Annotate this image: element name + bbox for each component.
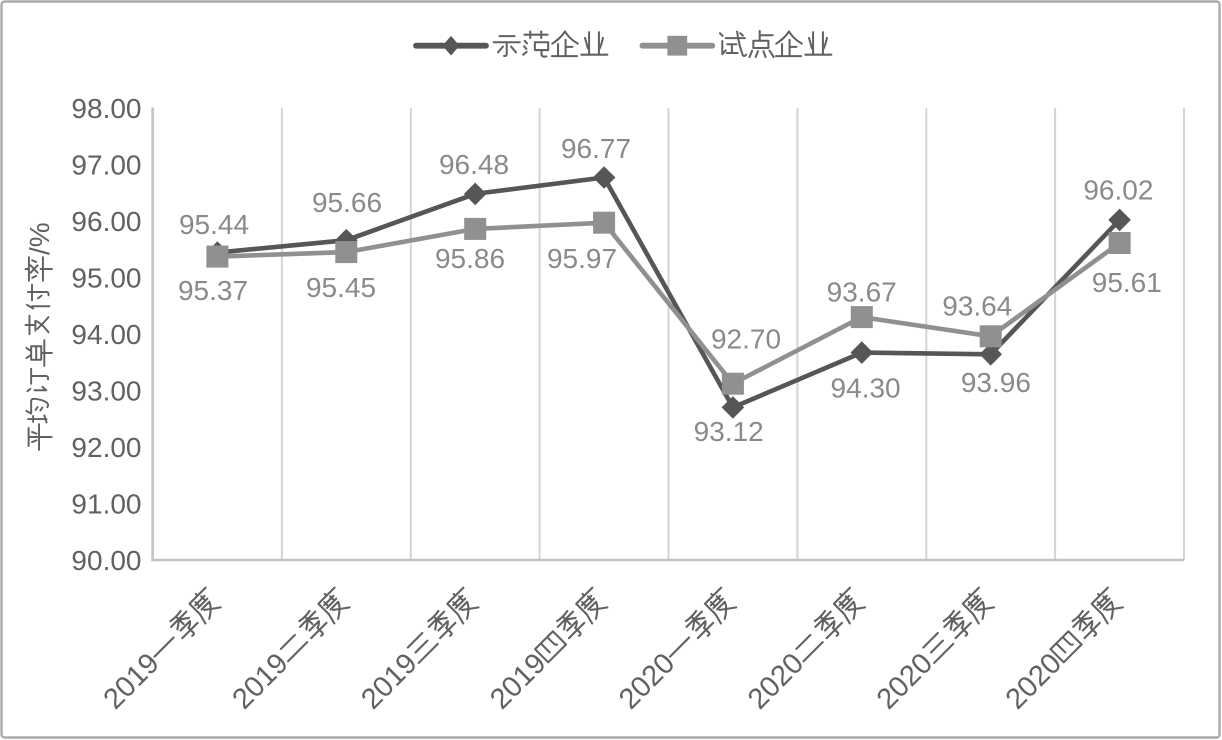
- svg-text:93.12: 93.12: [694, 416, 764, 447]
- svg-text:93.96: 93.96: [961, 367, 1031, 398]
- svg-text:95.86: 95.86: [435, 243, 505, 274]
- svg-text:96.00: 96.00: [71, 206, 141, 237]
- svg-text:95.44: 95.44: [179, 209, 249, 240]
- svg-text:93.00: 93.00: [71, 376, 141, 407]
- svg-text:92.00: 92.00: [71, 432, 141, 463]
- svg-text:94.30: 94.30: [831, 373, 901, 404]
- svg-text:95.61: 95.61: [1092, 267, 1162, 298]
- svg-text:95.66: 95.66: [312, 187, 382, 218]
- svg-text:95.97: 95.97: [547, 243, 617, 274]
- svg-text:96.48: 96.48: [439, 149, 509, 180]
- svg-text:98.00: 98.00: [71, 93, 141, 124]
- svg-text:96.02: 96.02: [1083, 175, 1153, 206]
- svg-text:93.64: 93.64: [942, 290, 1012, 321]
- svg-text:91.00: 91.00: [71, 489, 141, 520]
- svg-text:90.00: 90.00: [71, 545, 141, 576]
- svg-text:95.00: 95.00: [71, 263, 141, 294]
- svg-text:92.70: 92.70: [711, 324, 781, 355]
- svg-text:97.00: 97.00: [71, 150, 141, 181]
- svg-text:94.00: 94.00: [71, 319, 141, 350]
- svg-text:95.45: 95.45: [306, 272, 376, 303]
- svg-text:96.77: 96.77: [561, 133, 631, 164]
- svg-text:95.37: 95.37: [178, 275, 248, 306]
- svg-text:93.67: 93.67: [827, 277, 897, 308]
- svg-text:/%: /%: [24, 222, 55, 255]
